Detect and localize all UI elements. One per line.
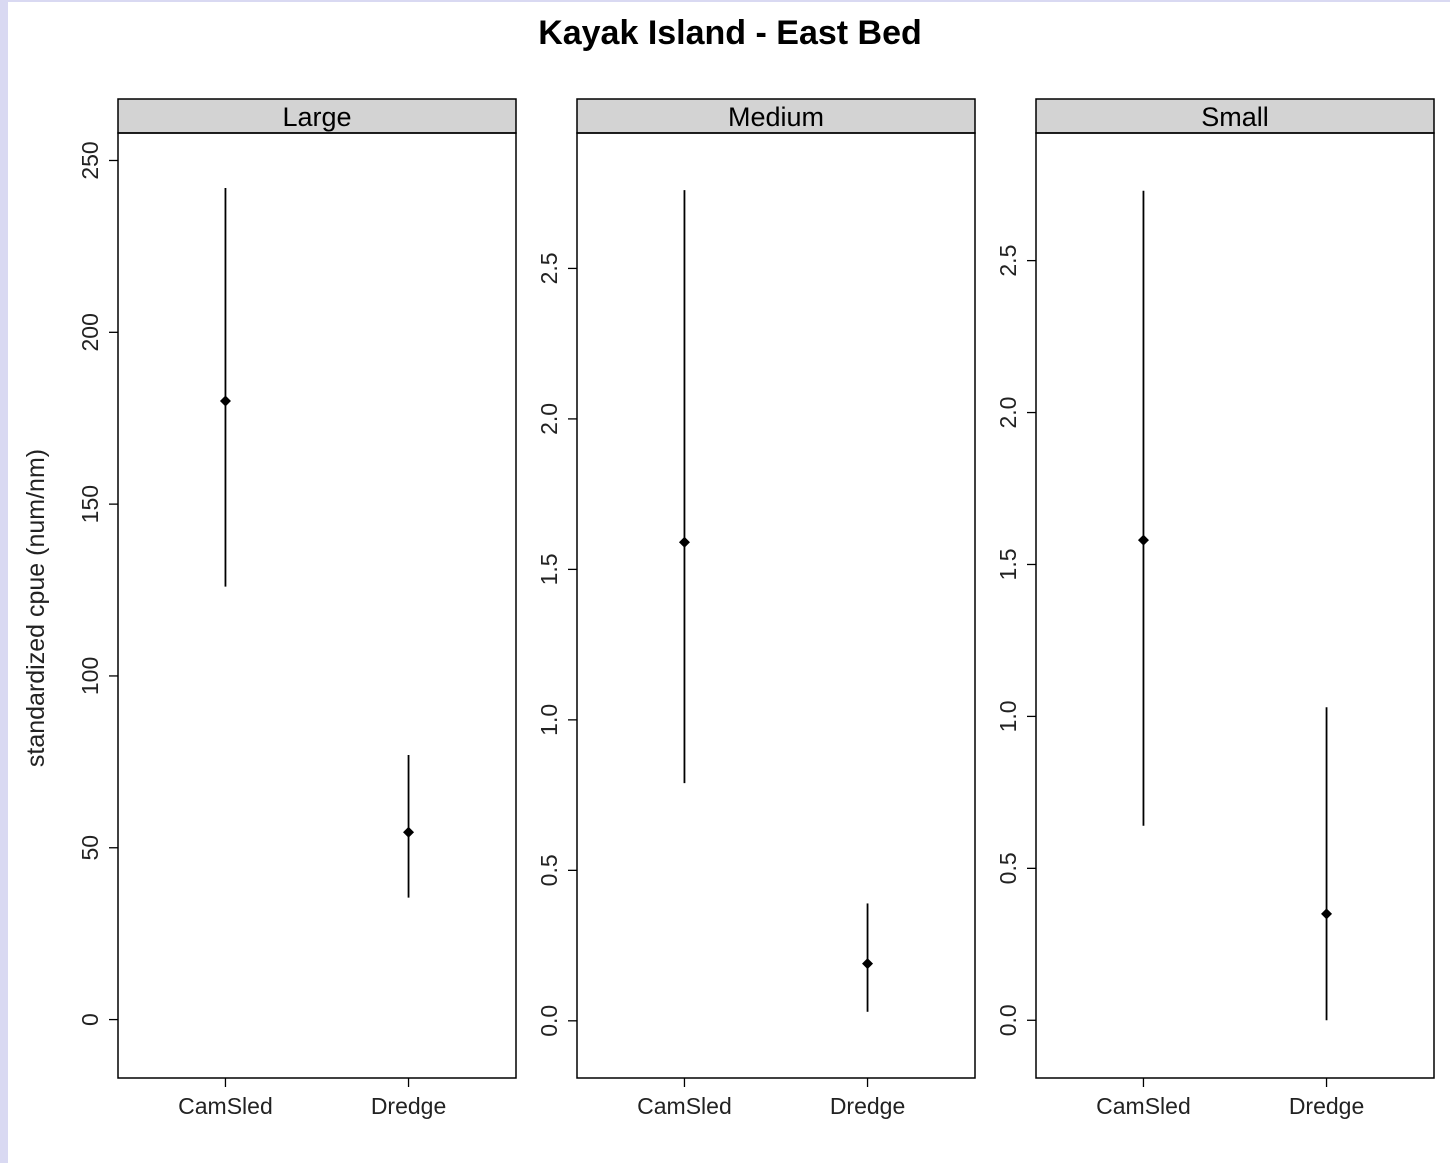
strip-medium <box>576 98 976 134</box>
y-tick-label: 200 <box>77 313 103 351</box>
y-tick-label: 0.0 <box>995 1004 1021 1036</box>
strip-label: Medium <box>728 102 824 132</box>
data-point <box>1321 908 1333 920</box>
strip-large <box>117 98 517 134</box>
data-point <box>862 958 874 970</box>
panel-small: Small 0.0 0.5 1.0 1.5 2.0 2.5 CamSled Dredge <box>995 98 1435 1119</box>
plot-window: Kayak Island - East Bed standardized cpu… <box>8 2 1450 1163</box>
y-tick-label: 1.0 <box>536 704 562 736</box>
y-tick-label: 1.5 <box>995 548 1021 580</box>
y-tick-label: 150 <box>77 485 103 523</box>
x-tick-label: CamSled <box>1096 1093 1191 1119</box>
y-tick-label: 0 <box>77 1013 103 1026</box>
y-tick-label: 100 <box>77 657 103 695</box>
y-tick-label: 2.0 <box>995 397 1021 429</box>
y-tick-label: 50 <box>77 835 103 861</box>
y-tick-label: 1.0 <box>995 700 1021 732</box>
panel-frame <box>117 132 517 1079</box>
panel-large: Large 0 50 100 150 200 250 CamSled Dredge <box>77 98 517 1119</box>
y-tick-label: 0.0 <box>536 1005 562 1037</box>
y-axis-label: standardized cpue (num/nm) <box>22 449 50 767</box>
x-tick-label: CamSled <box>178 1093 273 1119</box>
x-tick-label: Dredge <box>371 1093 446 1119</box>
panel-frame <box>576 132 976 1079</box>
x-tick-label: Dredge <box>830 1093 905 1119</box>
strip-label: Large <box>282 102 351 132</box>
y-tick-label: 2.5 <box>536 252 562 284</box>
panel-frame <box>1035 132 1435 1079</box>
chart-title: Kayak Island - East Bed <box>538 14 922 52</box>
x-tick-label: CamSled <box>637 1093 732 1119</box>
panels: Large 0 50 100 150 200 250 CamSled Dredge Medium 0… <box>77 98 1435 1119</box>
x-tick-label: Dredge <box>1289 1093 1364 1119</box>
data-point <box>1137 534 1149 546</box>
data-point <box>219 395 231 407</box>
data-point <box>678 536 690 548</box>
y-tick-label: 2.0 <box>536 403 562 435</box>
chart-svg: Kayak Island - East Bed standardized cpu… <box>22 14 1435 1119</box>
y-tick-label: 0.5 <box>536 854 562 886</box>
y-tick-label: 2.5 <box>995 245 1021 277</box>
data-point <box>403 826 415 838</box>
panel-medium: Medium 0.0 0.5 1.0 1.5 2.0 2.5 CamSled Dredge <box>536 98 976 1119</box>
y-tick-label: 250 <box>77 141 103 179</box>
y-tick-label: 1.5 <box>536 553 562 585</box>
y-tick-label: 0.5 <box>995 852 1021 884</box>
strip-small <box>1035 98 1435 134</box>
strip-label: Small <box>1201 102 1269 132</box>
